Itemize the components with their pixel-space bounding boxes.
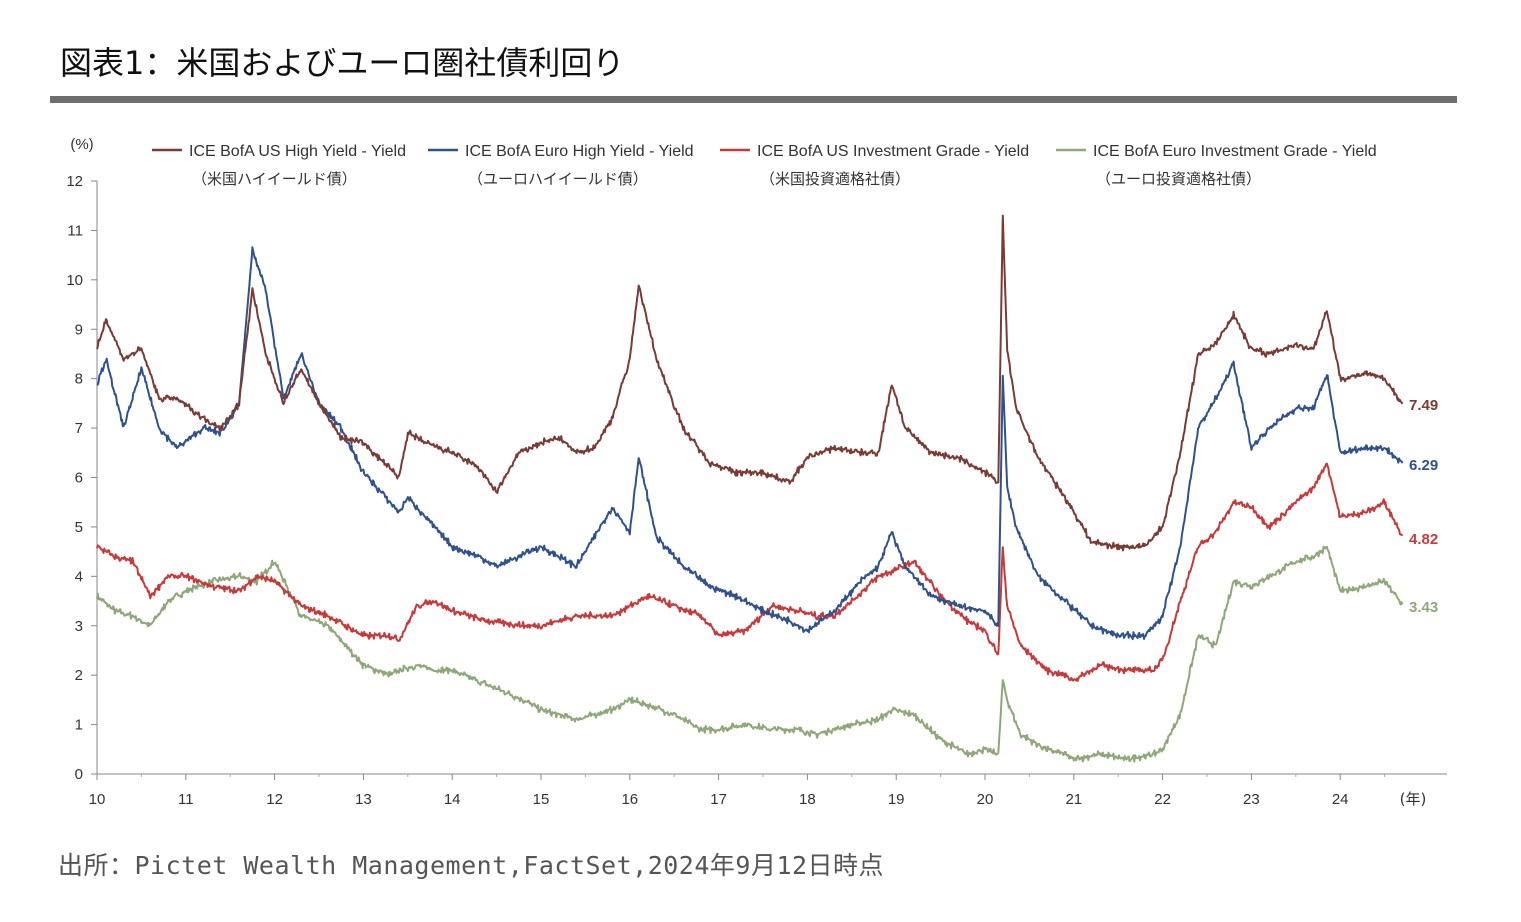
y-tick-label: 0 <box>75 766 83 783</box>
title-divider <box>50 96 1457 103</box>
x-tick-label: 19 <box>888 791 905 808</box>
x-tick-label: 15 <box>533 791 550 808</box>
legend-label: ICE BofA Euro Investment Grade - Yield <box>1093 143 1377 160</box>
source-note: 出所：Pictet Wealth Management,FactSet,2024… <box>58 851 885 880</box>
legend-label: ICE BofA US High Yield - Yield <box>189 143 406 160</box>
series-line <box>96 462 1404 682</box>
series-lines <box>96 214 1404 763</box>
y-tick-label: 9 <box>75 321 83 338</box>
x-tick-label: 16 <box>621 791 638 808</box>
x-tick-label: 10 <box>89 791 106 808</box>
series-line <box>96 214 1404 552</box>
y-axis-label: (%) <box>70 136 93 153</box>
y-tick-label: 5 <box>75 519 83 536</box>
y-tick-label: 8 <box>75 371 83 388</box>
legend-label: ICE BofA Euro High Yield - Yield <box>465 143 694 160</box>
x-tick-label: 24 <box>1332 791 1349 808</box>
x-tick-label: 17 <box>710 791 727 808</box>
legend-sublabel: （米国投資適格社債） <box>760 170 910 188</box>
x-tick-label: 13 <box>355 791 372 808</box>
x-tick-label: 11 <box>178 791 194 808</box>
x-tick-label: 21 <box>1065 791 1082 808</box>
series-line <box>96 545 1404 763</box>
y-tick-label: 4 <box>75 568 83 585</box>
series-end-label: 3.43 <box>1409 599 1438 616</box>
x-tick-label: 23 <box>1243 791 1260 808</box>
y-tick-label: 3 <box>75 618 83 635</box>
end-labels: 7.49 6.29 4.82 3.43 <box>1409 397 1438 616</box>
chart-title: 図表1：米国およびユーロ圏社債利回り <box>60 44 625 82</box>
x-tick-label: 20 <box>977 791 994 808</box>
y-tick-label: 6 <box>75 470 83 487</box>
y-tick-label: 7 <box>75 420 83 437</box>
series-end-label: 4.82 <box>1409 531 1438 548</box>
y-tick-label: 1 <box>75 717 83 734</box>
x-axis-label: (年) <box>1400 790 1427 808</box>
y-tick-label: 2 <box>75 667 83 684</box>
legend-label: ICE BofA US Investment Grade - Yield <box>757 143 1029 160</box>
x-tick-label: 22 <box>1154 791 1171 808</box>
y-tick-label: 10 <box>66 272 83 289</box>
legend-sublabel: （ユーロハイイールド債） <box>468 170 648 188</box>
legend-sublabel: （米国ハイイールド債） <box>192 170 357 188</box>
x-tick-label: 18 <box>799 791 816 808</box>
legend-sublabel: （ユーロ投資適格社債） <box>1096 170 1261 188</box>
x-tick-label: 12 <box>266 791 283 808</box>
series-line <box>96 246 1404 641</box>
x-tick-label: 14 <box>444 791 461 808</box>
y-tick-label: 11 <box>67 222 83 239</box>
legend: ICE BofA US High Yield - Yield （米国ハイイールド債… <box>152 143 1377 188</box>
series-end-label: 7.49 <box>1409 397 1438 414</box>
y-tick-label: 12 <box>66 173 83 190</box>
series-end-label: 6.29 <box>1409 457 1438 474</box>
